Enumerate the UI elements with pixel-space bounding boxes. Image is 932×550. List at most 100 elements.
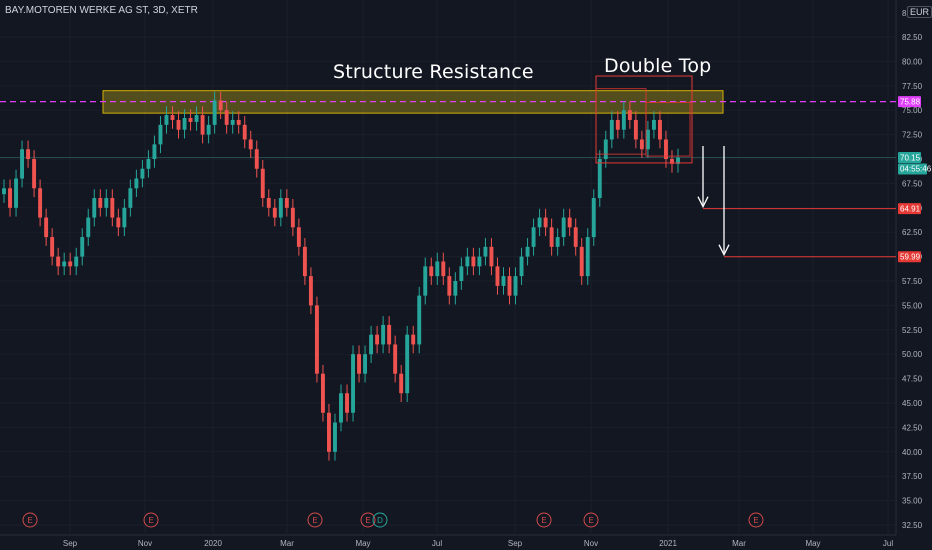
- candle[interactable]: [657, 111, 662, 149]
- candle[interactable]: [664, 130, 668, 168]
- candle[interactable]: [676, 148, 680, 173]
- candle[interactable]: [26, 140, 31, 168]
- candle[interactable]: [459, 257, 464, 290]
- time-axis[interactable]: Sep Nov 2020 Mar May Jul Sep Nov 2021 Mar May Jul: [63, 539, 893, 548]
- candle[interactable]: [44, 208, 49, 246]
- candle[interactable]: [152, 135, 157, 168]
- candle[interactable]: [302, 238, 307, 285]
- candle[interactable]: [314, 296, 319, 383]
- candle[interactable]: [236, 111, 241, 134]
- candle[interactable]: [645, 120, 650, 159]
- candle[interactable]: [615, 111, 620, 139]
- candle[interactable]: [230, 111, 235, 134]
- candle[interactable]: [98, 189, 103, 217]
- dividend-marker[interactable]: D: [372, 512, 388, 528]
- candle[interactable]: [260, 159, 265, 207]
- candle[interactable]: [525, 238, 530, 266]
- candle[interactable]: [194, 106, 199, 131]
- candle[interactable]: [639, 130, 644, 159]
- candle[interactable]: [670, 150, 674, 173]
- candle[interactable]: [549, 218, 554, 256]
- price-axis[interactable]: 82.5080.0077.5075.0072.5070.0067.5065.00…: [898, 9, 932, 530]
- candle[interactable]: [278, 189, 283, 227]
- candle[interactable]: [513, 267, 518, 305]
- candle[interactable]: [453, 272, 458, 305]
- candle[interactable]: [68, 252, 73, 276]
- candle[interactable]: [489, 238, 494, 276]
- candle[interactable]: [164, 106, 169, 134]
- candle[interactable]: [62, 252, 67, 276]
- candle[interactable]: [495, 257, 500, 295]
- candle[interactable]: [308, 267, 313, 315]
- candle[interactable]: [483, 238, 488, 266]
- candle[interactable]: [627, 101, 632, 129]
- candle[interactable]: [339, 384, 343, 432]
- candle[interactable]: [327, 403, 331, 461]
- candle[interactable]: [296, 218, 301, 256]
- symbol-title[interactable]: BAY.MOTOREN WERKE AG ST, 3D, XETR: [5, 5, 198, 16]
- candle[interactable]: [537, 208, 542, 237]
- candle[interactable]: [603, 130, 608, 168]
- candle[interactable]: [32, 150, 37, 198]
- candle[interactable]: [38, 179, 43, 227]
- candle[interactable]: [501, 267, 506, 295]
- candle[interactable]: [555, 228, 560, 256]
- candle[interactable]: [651, 111, 656, 139]
- candle[interactable]: [92, 189, 97, 227]
- candle[interactable]: [471, 247, 476, 276]
- candle[interactable]: [465, 247, 470, 276]
- candle[interactable]: [417, 286, 422, 354]
- candle[interactable]: [369, 325, 374, 363]
- candle[interactable]: [50, 228, 55, 266]
- earnings-marker[interactable]: E: [307, 512, 323, 528]
- candle[interactable]: [218, 91, 223, 119]
- candle[interactable]: [104, 189, 109, 217]
- candle[interactable]: [477, 247, 482, 276]
- earnings-marker[interactable]: E: [360, 512, 376, 528]
- candle[interactable]: [597, 150, 602, 207]
- candle[interactable]: [579, 238, 584, 285]
- candle[interactable]: [375, 325, 380, 354]
- candle[interactable]: [122, 199, 127, 237]
- candle[interactable]: [14, 169, 18, 217]
- candle[interactable]: [441, 252, 446, 285]
- earnings-marker[interactable]: E: [583, 512, 599, 528]
- candle[interactable]: [591, 189, 596, 246]
- earnings-marker[interactable]: E: [536, 512, 552, 528]
- candle[interactable]: [423, 257, 428, 305]
- candle[interactable]: [206, 116, 211, 144]
- candle[interactable]: [345, 384, 349, 422]
- candle[interactable]: [357, 345, 362, 383]
- candle[interactable]: [320, 364, 325, 422]
- candle[interactable]: [20, 140, 25, 188]
- candle[interactable]: [531, 218, 536, 256]
- candle[interactable]: [56, 247, 61, 276]
- candle[interactable]: [387, 316, 392, 354]
- candle[interactable]: [266, 189, 271, 217]
- candle[interactable]: [158, 116, 163, 154]
- candle[interactable]: [182, 109, 187, 139]
- candle[interactable]: [140, 159, 145, 188]
- candle[interactable]: [248, 130, 253, 159]
- candle[interactable]: [363, 345, 368, 383]
- candle[interactable]: [567, 208, 572, 237]
- candle[interactable]: [411, 325, 416, 354]
- candle[interactable]: [381, 316, 386, 354]
- candle[interactable]: [80, 228, 85, 266]
- candle[interactable]: [254, 140, 259, 178]
- candle[interactable]: [200, 106, 205, 144]
- candle[interactable]: [573, 218, 578, 256]
- candle[interactable]: [633, 111, 638, 149]
- candle[interactable]: [585, 228, 590, 285]
- candle[interactable]: [405, 325, 410, 403]
- candle[interactable]: [519, 247, 524, 285]
- candle[interactable]: [429, 257, 434, 285]
- candle[interactable]: [212, 91, 217, 134]
- candle[interactable]: [543, 208, 548, 237]
- candle[interactable]: [435, 252, 440, 285]
- earnings-marker[interactable]: E: [748, 512, 764, 528]
- candle[interactable]: [2, 179, 6, 203]
- candle[interactable]: [290, 199, 295, 237]
- candle[interactable]: [128, 179, 133, 217]
